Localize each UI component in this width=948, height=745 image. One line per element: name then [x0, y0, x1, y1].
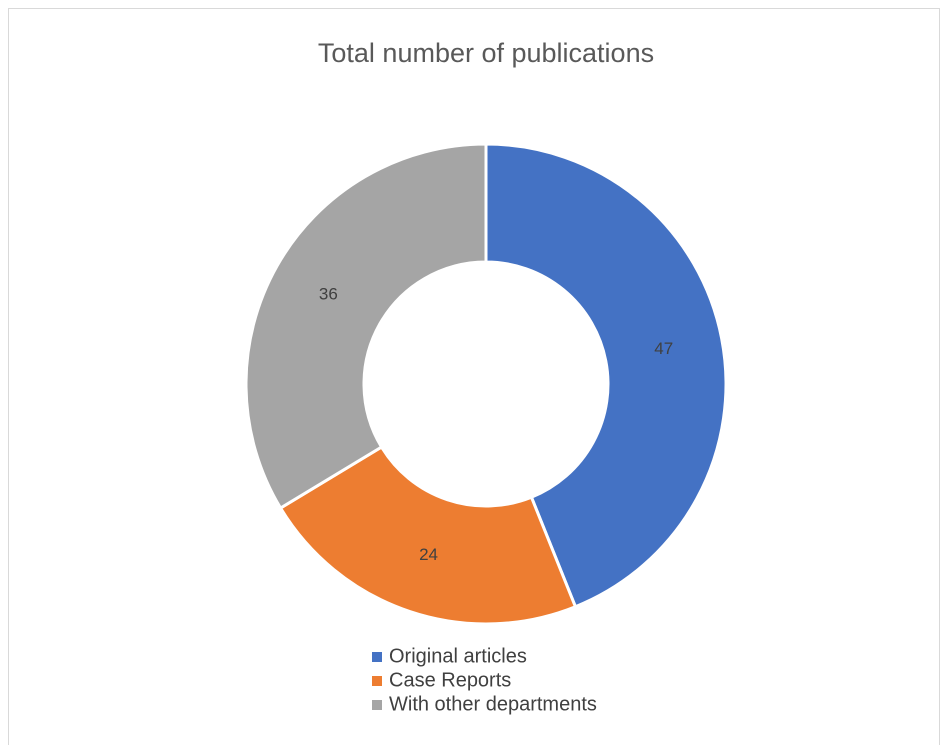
chart-border	[8, 8, 940, 745]
legend-swatch	[372, 676, 382, 686]
legend-swatch	[372, 700, 382, 710]
donut-slice	[484, 142, 728, 609]
data-label: 47	[654, 339, 673, 358]
legend-label: With other departments	[389, 693, 597, 715]
legend-label: Original articles	[389, 645, 527, 667]
donut-slice	[278, 444, 578, 626]
chart-title: Total number of publications	[318, 38, 654, 68]
donut-slice	[244, 142, 488, 511]
data-label: 36	[319, 285, 338, 304]
legend-label: Case Reports	[389, 669, 511, 691]
data-label: 24	[419, 545, 438, 564]
legend-swatch	[372, 652, 382, 662]
